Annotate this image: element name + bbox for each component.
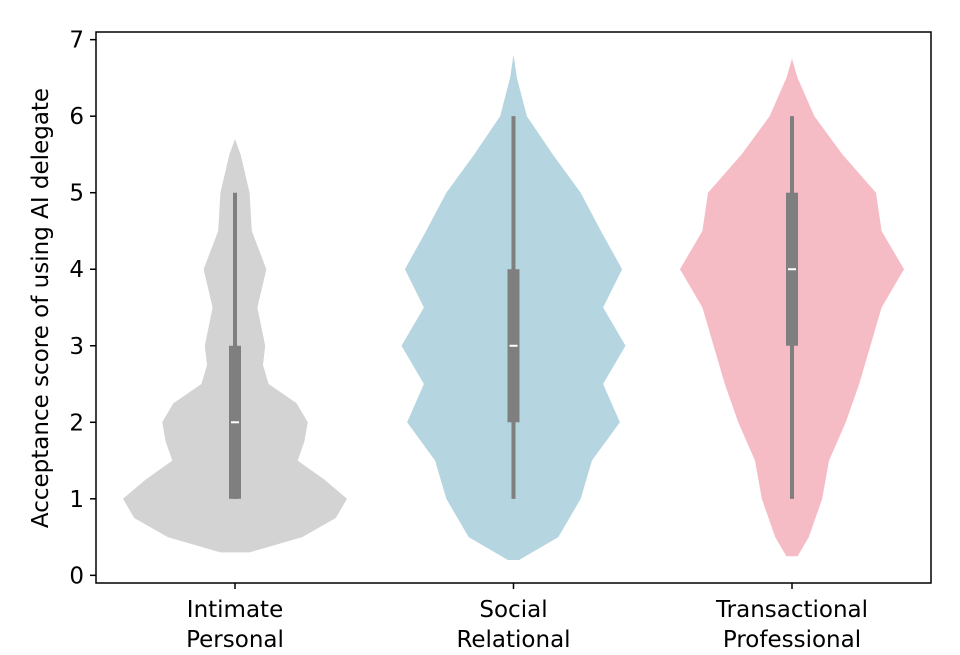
y-tick-label: 7 — [69, 28, 84, 54]
y-tick-label: 1 — [69, 487, 84, 513]
x-tick-label-line: Intimate — [187, 597, 283, 623]
y-tick-label: 6 — [69, 104, 84, 130]
x-tick-label-line: Transactional — [715, 597, 868, 623]
x-tick-label: Social Relational — [456, 597, 570, 653]
y-tick-label: 3 — [69, 334, 84, 360]
y-axis-label: Acceptance score of using AI delegate — [28, 88, 54, 528]
y-tick-label: 2 — [69, 410, 84, 436]
x-tick-label: Transactional Professional — [715, 597, 868, 653]
x-tick-label-line: Personal — [186, 627, 284, 653]
x-tick-label-line: Relational — [456, 627, 570, 653]
y-tick-label: 5 — [69, 181, 84, 207]
x-tick-label: Intimate Personal — [186, 597, 284, 653]
x-tick-label-line: Professional — [723, 627, 861, 653]
y-tick-label: 0 — [69, 563, 84, 589]
y-tick-label: 4 — [69, 257, 84, 283]
x-tick-label-line: Social — [479, 597, 547, 623]
